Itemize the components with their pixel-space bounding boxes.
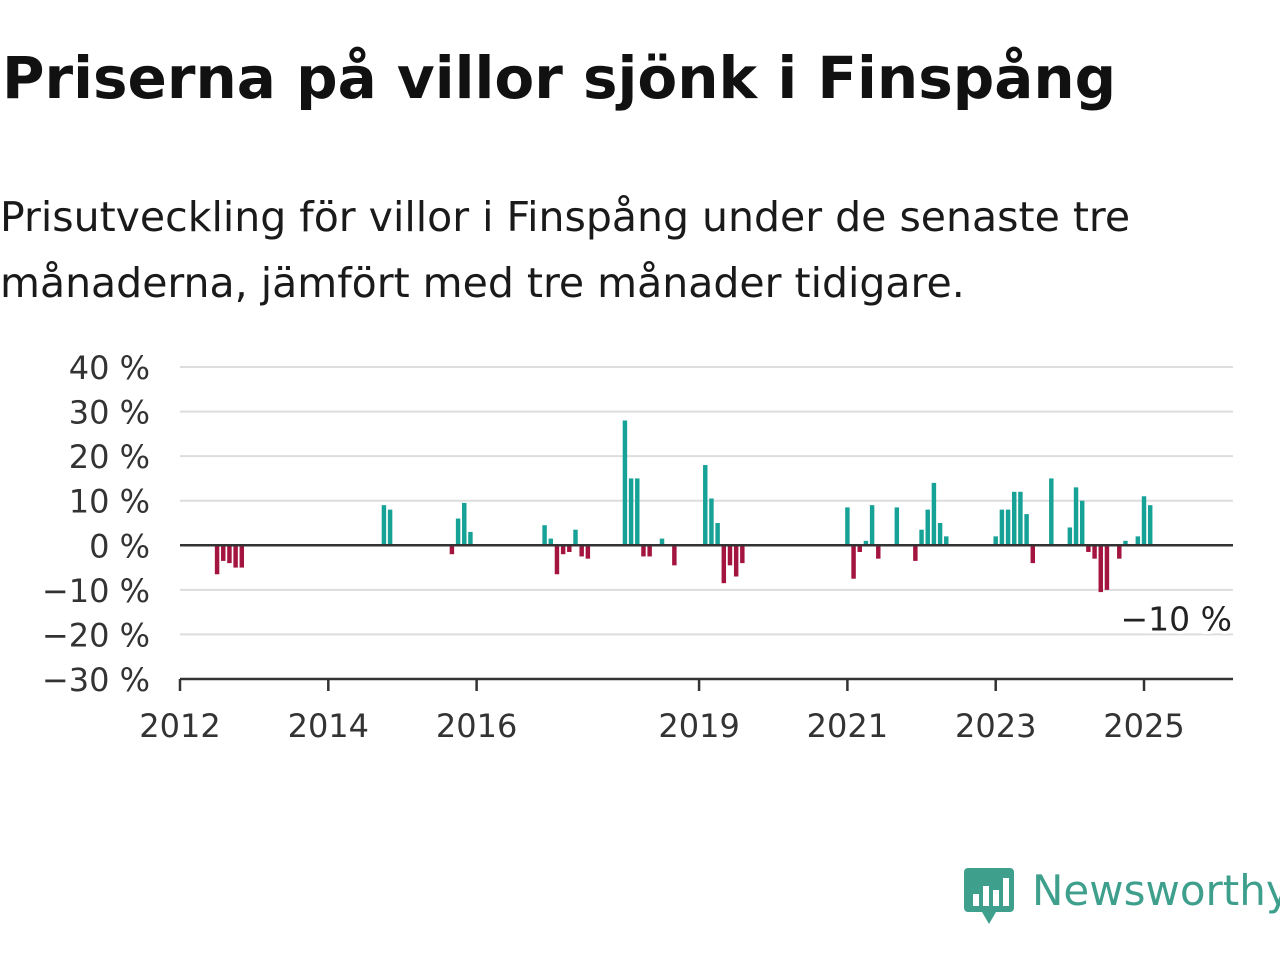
data-label: −10 %: [1121, 599, 1233, 638]
bar: [1079, 500, 1085, 546]
bar: [672, 545, 677, 566]
bar: [455, 518, 461, 546]
bar: [573, 529, 578, 546]
bar: [567, 545, 572, 552]
bar: [1123, 540, 1128, 546]
bar: [876, 545, 881, 559]
y-tick-label: −20 %: [42, 616, 150, 654]
bar: [560, 545, 566, 555]
bar: [851, 545, 856, 579]
x-tick-label: 2014: [288, 707, 369, 745]
bar: [585, 545, 591, 559]
bar: [468, 531, 473, 546]
bar: [740, 545, 745, 564]
bar: [449, 545, 455, 555]
bar: [227, 545, 232, 564]
bar: [894, 507, 900, 546]
bar: [944, 536, 949, 546]
x-tick-label: 2021: [807, 707, 888, 745]
bar: [214, 545, 220, 575]
bar: [1092, 545, 1097, 559]
newsworthy-chart-bubble-icon: [964, 868, 1014, 924]
bar: [1067, 527, 1073, 546]
bar: [715, 523, 720, 546]
bar: [1030, 545, 1035, 564]
y-tick-label: 30 %: [69, 394, 150, 432]
bar: [387, 509, 393, 546]
chart-title: Priserna på villor sjönk i Finspång: [2, 44, 1117, 112]
grid-lines: [180, 366, 1233, 636]
bar: [1135, 536, 1141, 546]
bar: [993, 536, 998, 546]
bar: [919, 529, 924, 546]
bar: [622, 420, 628, 546]
bar: [1141, 496, 1147, 546]
bar: [863, 540, 869, 546]
bar: [709, 498, 714, 546]
newsworthy-logo: Newsworthy: [962, 862, 1280, 932]
bar: [703, 465, 708, 546]
bar: [721, 545, 727, 584]
bar: [233, 545, 238, 568]
y-tick-label: 10 %: [69, 483, 150, 521]
bar: [931, 482, 937, 546]
y-tick-label: −10 %: [42, 572, 150, 610]
bar: [1005, 509, 1011, 546]
bar-chart: 40 % 30 % 20 % 10 % 0 % −10 % −20 % −30 % 2012 20…: [42, 349, 1235, 745]
bar: [1073, 487, 1079, 546]
tick-labels: 40 % 30 % 20 % 10 % 0 % −10 % −20 % −30 % 2012 20…: [42, 349, 1235, 745]
bar: [1012, 491, 1017, 546]
bar: [221, 545, 226, 561]
bar: [554, 545, 560, 575]
bar: [239, 545, 245, 568]
bar: [462, 502, 467, 546]
brand-name: Newsworthy: [1032, 866, 1280, 915]
x-tick-label: 2019: [658, 707, 739, 745]
x-tick-label: 2025: [1103, 707, 1184, 745]
bar: [857, 545, 862, 552]
bar: [628, 478, 634, 546]
bar: [542, 525, 547, 546]
bar: [548, 538, 553, 546]
y-tick-label: −30 %: [42, 661, 150, 699]
y-tick-label: 0 %: [89, 527, 150, 565]
bar: [641, 545, 646, 557]
bar: [659, 538, 665, 546]
bar: [1018, 491, 1023, 546]
bar: [635, 478, 640, 546]
bar: [869, 505, 875, 546]
bar: [1117, 545, 1122, 559]
bar: [1098, 545, 1103, 593]
bar: [579, 545, 584, 557]
chart-subtitle: Prisutveckling för villor i Finspång und…: [0, 193, 1131, 307]
bar: [733, 545, 739, 577]
x-tick-label: 2012: [139, 707, 220, 745]
bar: [381, 505, 387, 546]
bar: [647, 545, 652, 557]
bar: [937, 523, 943, 546]
y-tick-label: 40 %: [69, 349, 150, 387]
bar: [1147, 505, 1153, 546]
bar: [1104, 545, 1110, 590]
bar: [727, 545, 733, 566]
bar: [845, 507, 850, 546]
y-tick-label: 20 %: [69, 438, 150, 476]
x-tick-label: 2023: [955, 707, 1036, 745]
bar: [1049, 478, 1054, 546]
x-tick-label: 2016: [436, 707, 517, 745]
bars: [214, 420, 1153, 593]
bar: [1086, 545, 1091, 552]
bar: [913, 545, 918, 561]
axes: [178, 544, 1233, 691]
bar: [1024, 514, 1029, 546]
bar: [999, 509, 1005, 546]
bar: [925, 509, 930, 546]
